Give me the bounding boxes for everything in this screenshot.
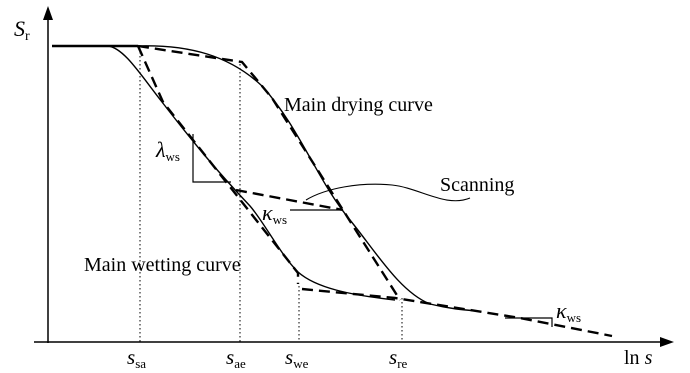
- x-axis-prefix: ln: [624, 347, 645, 369]
- x-axis-symbol: s: [645, 347, 653, 369]
- y-axis-subscript: r: [25, 29, 30, 44]
- kappa-subscript-lower: ws: [567, 310, 581, 325]
- tick-label-s-we: swe: [285, 345, 309, 371]
- tick-s-we-subscript: we: [293, 356, 308, 371]
- main-drying-curve: [134, 45, 479, 312]
- y-axis-label: Sr: [14, 16, 30, 44]
- lambda-symbol: λ: [155, 137, 166, 162]
- lambda-slope-triangle: [192, 134, 231, 183]
- tick-s-re-symbol: s: [389, 345, 397, 369]
- scanning-dashed-line: [235, 188, 344, 212]
- lambda-ws-label: λws: [155, 137, 180, 164]
- main-wetting-curve-label: Main wetting curve: [84, 254, 241, 276]
- main-drying-curve-label: Main drying curve: [284, 94, 433, 116]
- tick-s-ae-symbol: s: [226, 345, 234, 369]
- kappa-ws-label-lower: κws: [556, 298, 581, 325]
- kappa-symbol-upper: κ: [262, 200, 273, 225]
- tick-label-s-ae: sae: [226, 345, 246, 371]
- tick-s-re-subscript: re: [397, 356, 407, 371]
- tick-s-ae-subscript: ae: [234, 356, 246, 371]
- scanning-leader-line: [305, 183, 471, 202]
- y-axis-symbol: S: [14, 16, 25, 41]
- tick-label-s-re: sre: [389, 345, 408, 371]
- kappa-subscript-upper: ws: [273, 212, 287, 227]
- tick-s-sa-symbol: s: [127, 345, 135, 369]
- kappa-slope-triangle-lower: [505, 317, 553, 327]
- x-axis-arrow-icon: [660, 337, 674, 347]
- tick-s-sa-subscript: sa: [135, 356, 146, 371]
- x-axis-label: ln s: [624, 347, 653, 369]
- model-dashed-drying: [137, 44, 402, 301]
- scanning-label: Scanning: [440, 174, 514, 196]
- lambda-subscript: ws: [166, 149, 180, 164]
- tick-label-s-sa: ssa: [127, 345, 146, 371]
- residual-dashed-line: [301, 287, 613, 338]
- model-dashed-wetting: [136, 45, 300, 284]
- main-wetting-curve: [107, 45, 396, 301]
- tick-s-we-symbol: s: [285, 345, 293, 369]
- kappa-symbol-lower: κ: [556, 298, 567, 323]
- y-axis-arrow-icon: [43, 6, 53, 20]
- kappa-ws-label-upper: κws: [262, 200, 287, 227]
